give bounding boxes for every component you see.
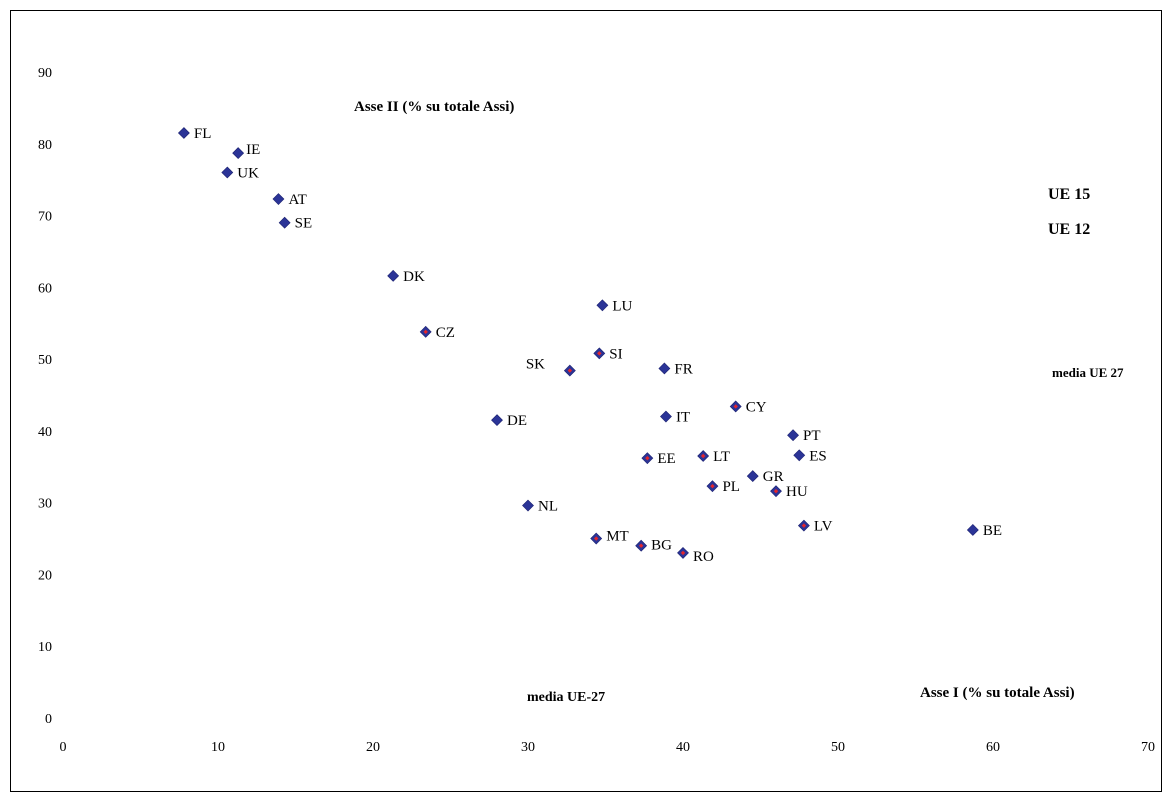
y-tick-label: 30 (38, 497, 52, 512)
point-labels: FL IE UK AT SE DK LU FR DE IT PT ES GR NL BE CZ SK SI CY EE… (194, 126, 1002, 565)
point-label-mt: MT (606, 529, 629, 545)
data-point-pt (787, 429, 799, 442)
point-label-fr: FR (674, 361, 692, 377)
point-label-be: BE (983, 523, 1002, 539)
point-label-se: SE (295, 216, 313, 232)
point-label-sk: SK (526, 357, 545, 373)
data-point-fl (177, 127, 190, 139)
y-axis-label: Asse II (% su totale Assi) (354, 99, 514, 115)
data-point-pl (706, 480, 719, 493)
data-point-nl (522, 499, 534, 512)
chart-frame: 0 10 20 30 40 50 60 70 80 90 0 10 20 30 40 50 60 70 FL IE… (10, 10, 1162, 792)
y-axis-ticks: 0 10 20 30 40 50 60 70 80 90 (38, 66, 52, 727)
point-label-bg: BG (651, 538, 672, 554)
data-point-sk (563, 364, 576, 377)
y-tick-label: 20 (38, 568, 52, 583)
y-tick-label: 80 (38, 138, 52, 153)
point-label-gr: GR (763, 469, 784, 485)
y-tick-label: 0 (45, 712, 52, 727)
point-label-dk: DK (403, 269, 425, 285)
data-point-gr (746, 470, 759, 483)
point-label-es: ES (809, 448, 827, 464)
x-tick-label: 20 (366, 740, 380, 755)
y-tick-label: 60 (38, 281, 52, 296)
point-label-cz: CZ (436, 325, 455, 341)
data-point-it (660, 410, 672, 423)
data-point-es (793, 449, 806, 462)
x-tick-label: 50 (831, 740, 845, 755)
point-label-at: AT (288, 192, 306, 208)
legend-ue15: UE 15 (1048, 186, 1090, 203)
x-tick-label: 60 (986, 740, 1000, 755)
x-tick-label: 40 (676, 740, 690, 755)
data-point-cy (729, 400, 742, 413)
data-point-lv (797, 519, 810, 532)
data-point-fr (658, 362, 671, 375)
point-label-ro: RO (693, 549, 714, 565)
point-label-lu: LU (612, 298, 632, 314)
data-point-cz (419, 325, 432, 338)
y-tick-label: 70 (38, 210, 52, 225)
data-points (177, 127, 979, 559)
point-label-de: DE (507, 413, 527, 429)
data-point-dk (387, 269, 400, 282)
point-label-it: IT (676, 410, 690, 426)
data-point-at (272, 193, 285, 205)
data-point-ie (232, 147, 245, 160)
point-label-fl: FL (194, 126, 212, 142)
x-tick-label: 70 (1141, 740, 1155, 755)
data-point-se (278, 216, 291, 229)
point-label-si: SI (609, 346, 622, 362)
point-label-hu: HU (786, 484, 808, 500)
annotation-media-ue27-bottom: media UE-27 (527, 690, 605, 705)
annotation-media-ue27-right: media UE 27 (1052, 365, 1124, 380)
legend-ue12: UE 12 (1048, 221, 1090, 238)
data-point-lu (596, 299, 609, 312)
x-tick-label: 0 (60, 740, 67, 755)
data-point-si (593, 347, 606, 360)
data-point-bg (635, 539, 648, 552)
point-label-ie: IE (246, 142, 260, 158)
point-label-pt: PT (803, 428, 821, 444)
y-tick-label: 40 (38, 425, 52, 440)
point-label-pl: PL (722, 479, 740, 495)
x-tick-label: 30 (521, 740, 535, 755)
data-point-de (491, 414, 503, 427)
data-point-ee (641, 452, 654, 465)
x-axis-ticks: 0 10 20 30 40 50 60 70 (60, 740, 1156, 755)
point-label-lt: LT (713, 449, 730, 465)
y-tick-label: 90 (38, 66, 52, 81)
data-point-be (966, 524, 979, 536)
data-point-ro (677, 546, 689, 559)
data-point-uk (221, 166, 234, 179)
x-tick-label: 10 (211, 740, 225, 755)
scatter-plot: 0 10 20 30 40 50 60 70 80 90 0 10 20 30 40 50 60 70 FL IE… (38, 66, 1156, 755)
y-tick-label: 10 (38, 640, 52, 655)
point-label-ee: EE (657, 451, 675, 467)
y-tick-label: 50 (38, 353, 52, 368)
data-point-lt (697, 450, 710, 462)
point-label-cy: CY (746, 399, 767, 415)
point-label-nl: NL (538, 499, 558, 515)
data-point-hu (770, 485, 782, 498)
data-point-mt (590, 532, 603, 545)
x-axis-label: Asse I (% su totale Assi) (920, 685, 1075, 701)
point-label-uk: UK (237, 165, 259, 181)
point-label-lv: LV (814, 519, 833, 535)
